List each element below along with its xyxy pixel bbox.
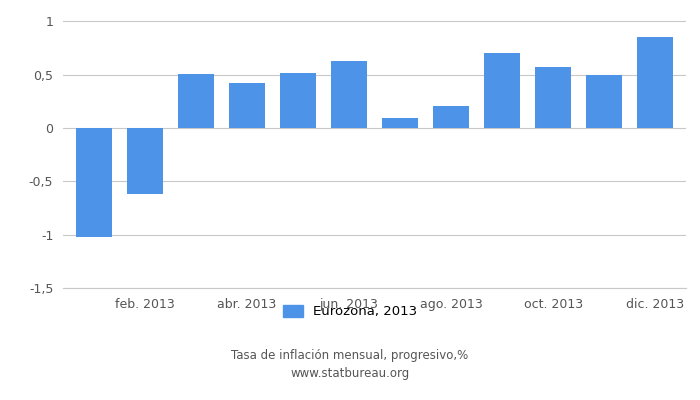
Bar xyxy=(229,83,265,128)
Bar xyxy=(536,67,571,128)
Bar xyxy=(484,53,520,128)
Bar xyxy=(433,106,469,128)
Bar xyxy=(280,72,316,128)
Bar xyxy=(331,61,367,128)
Bar xyxy=(127,128,162,194)
Bar xyxy=(638,37,673,128)
Legend: Eurozona, 2013: Eurozona, 2013 xyxy=(277,300,423,324)
Text: Tasa de inflación mensual, progresivo,%
www.statbureau.org: Tasa de inflación mensual, progresivo,% … xyxy=(232,349,468,380)
Bar xyxy=(587,75,622,128)
Bar xyxy=(178,74,214,128)
Bar xyxy=(76,128,111,237)
Bar xyxy=(382,118,418,128)
